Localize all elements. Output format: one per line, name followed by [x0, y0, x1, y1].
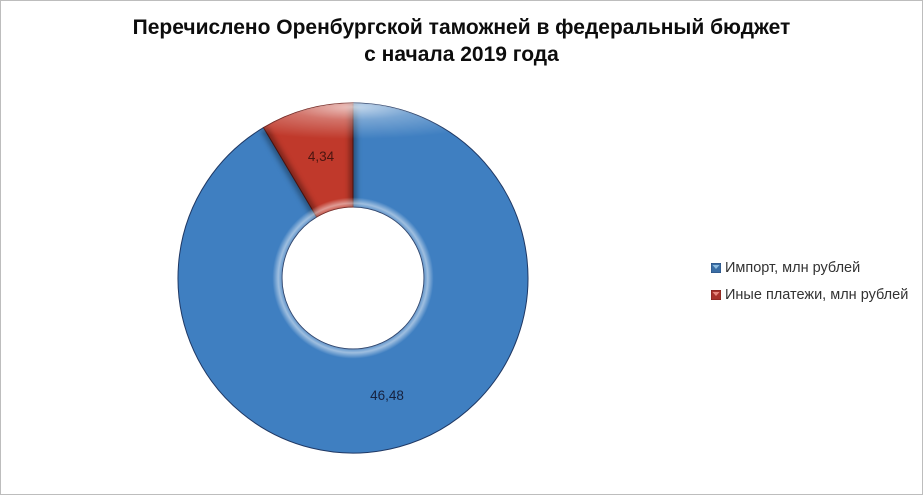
svg-text:46,48: 46,48	[370, 388, 404, 403]
svg-text:4,34: 4,34	[308, 149, 335, 164]
